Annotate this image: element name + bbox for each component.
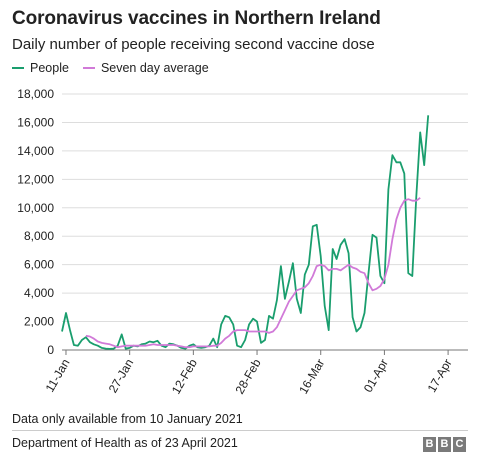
x-tick-label: 11-Jan xyxy=(43,357,73,395)
y-tick-label: 16,000 xyxy=(17,115,54,129)
series-line-people xyxy=(61,115,430,350)
y-tick-label: 0 xyxy=(47,343,54,357)
y-tick-label: 18,000 xyxy=(17,87,54,101)
y-tick-label: 6,000 xyxy=(24,258,54,272)
legend-item-average: Seven day average xyxy=(82,61,209,75)
chart-title: Coronavirus vaccines in Northern Ireland xyxy=(12,8,381,29)
x-tick-label: 12-Feb xyxy=(169,356,200,396)
bbc-logo-letter: B xyxy=(423,437,436,452)
x-tick-label: 17-Apr xyxy=(425,357,455,395)
legend-swatch-average xyxy=(82,67,95,69)
y-tick-label: 10,000 xyxy=(17,201,54,215)
y-tick-label: 8,000 xyxy=(24,229,54,243)
footer-divider xyxy=(12,430,468,431)
x-tick-label: 01-Apr xyxy=(361,357,391,395)
x-tick-label: 16-Mar xyxy=(296,357,327,397)
source-text: Department of Health as of 23 April 2021 xyxy=(12,436,238,450)
y-tick-label: 14,000 xyxy=(17,144,54,158)
legend-swatch-people xyxy=(12,67,24,69)
x-tick-label: 27-Jan xyxy=(106,357,136,396)
chart-subtitle: Daily number of people receiving second … xyxy=(12,36,375,53)
y-tick-label: 12,000 xyxy=(17,172,54,186)
legend-item-people: People xyxy=(12,61,69,75)
legend: People Seven day average xyxy=(12,61,223,75)
y-tick-label: 2,000 xyxy=(24,315,54,329)
data-note: Data only available from 10 January 2021 xyxy=(12,412,243,426)
legend-label-average: Seven day average xyxy=(100,61,209,75)
bbc-logo: B B C xyxy=(421,437,466,452)
line-chart: 0 2,000 4,000 6,000 8,000 10,000 12,000 14,000 1… xyxy=(17,87,468,397)
bbc-logo-letter: C xyxy=(453,437,466,452)
x-tick-label: 28-Feb xyxy=(232,356,263,396)
y-tick-label: 4,000 xyxy=(24,286,54,300)
bbc-logo-letter: B xyxy=(438,437,451,452)
legend-label-people: People xyxy=(30,61,69,75)
series-line-seven-day-average xyxy=(85,197,421,349)
